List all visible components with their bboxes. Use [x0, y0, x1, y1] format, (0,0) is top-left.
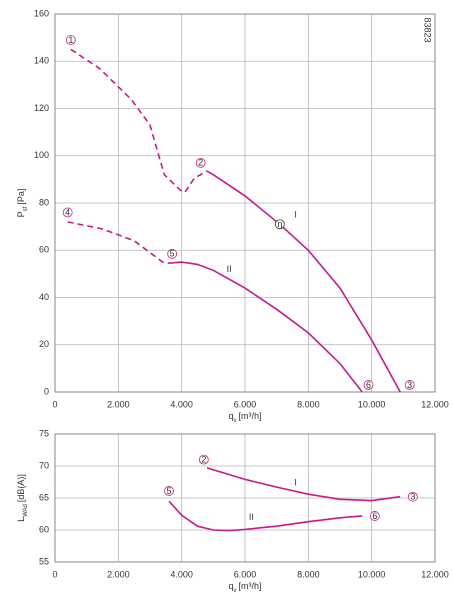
y-tick-label: 60 — [39, 524, 49, 534]
y-tick-label: 20 — [39, 339, 49, 349]
y-label-main: P — [16, 211, 26, 217]
x-tick-label: 10.000 — [358, 569, 386, 579]
y-label-main: L — [16, 517, 26, 522]
x-tick-label: 12.000 — [421, 399, 449, 409]
y-tick-label: 55 — [39, 556, 49, 566]
plot-frame — [54, 13, 436, 393]
annotation: 6 — [372, 511, 377, 521]
x-label-unit: [m³/h] — [239, 581, 262, 591]
x-tick-label: 2.000 — [107, 569, 130, 579]
x-tick-label: 6.000 — [234, 569, 257, 579]
x-tick-label: 0 — [52, 399, 57, 409]
drawing-number: 83823 — [423, 17, 433, 42]
y-label-sub: WAd — [23, 504, 29, 517]
marker-circle — [198, 454, 209, 465]
marker-circle — [195, 157, 206, 168]
y-label-unit: [Pa] — [16, 189, 26, 205]
annotation: 3 — [407, 380, 412, 390]
annotation: I — [294, 478, 297, 488]
marker-circle — [407, 491, 418, 502]
y-label-unit: [dB(A)] — [16, 474, 26, 502]
y-label-sub: sf — [23, 206, 29, 211]
x-tick-label: 8.000 — [297, 569, 320, 579]
x-tick-label: 6.000 — [234, 399, 257, 409]
x-label-unit: [m³/h] — [239, 411, 262, 421]
y-tick-label: 65 — [39, 492, 49, 502]
x-label-sub: v — [234, 588, 237, 594]
x-axis-label: qv [m³/h] — [228, 411, 261, 423]
annotation: 5 — [166, 486, 171, 496]
y-tick-label: 70 — [39, 460, 49, 470]
marker-circle — [369, 511, 380, 521]
annotation: 2 — [201, 454, 206, 464]
annotation: 3 — [410, 492, 415, 502]
marker-circle — [274, 219, 285, 230]
marker-circle — [164, 486, 174, 496]
annotation: 6 — [366, 380, 371, 390]
x-tick-label: 2.000 — [107, 399, 130, 409]
curve — [206, 467, 401, 502]
x-tick-label: 0 — [52, 569, 57, 579]
x-label-main: q — [228, 581, 233, 591]
marker-circle — [167, 248, 178, 259]
x-tick-label: 4.000 — [170, 569, 193, 579]
annotation: η — [277, 219, 282, 229]
plot-frame — [54, 433, 436, 563]
annotation: II — [227, 264, 232, 274]
y-tick-label: 140 — [34, 56, 49, 66]
y-tick-label: 75 — [39, 428, 49, 438]
annotation: 1 — [68, 35, 73, 45]
marker-circle — [65, 35, 76, 45]
annotation: II — [249, 512, 254, 522]
x-tick-label: 4.000 — [170, 399, 193, 409]
y-tick-label: 0 — [44, 386, 49, 396]
annotation: 5 — [170, 249, 175, 259]
y-tick-label: 60 — [39, 245, 49, 255]
curve — [168, 500, 363, 532]
curve — [168, 261, 363, 393]
annotation: 4 — [65, 207, 70, 217]
y-axis-label: Psf[Pa] — [16, 189, 28, 218]
chart: 0 20 40 60 80 100 120 140 160 0 2.000 4.000 6.000 8.0… — [16, 8, 448, 423]
x-tick-label: 10.000 — [358, 399, 386, 409]
y-axis-label: LWAd [dB(A)] — [16, 474, 28, 522]
x-label-sub: v — [234, 418, 237, 424]
marker-circle — [363, 380, 374, 390]
curve — [70, 48, 208, 194]
curve — [206, 170, 401, 393]
x-tick-label: 12.000 — [421, 569, 449, 579]
marker-circle — [404, 380, 415, 390]
y-tick-label: 120 — [34, 103, 49, 113]
x-axis-label: qv [m³/h] — [228, 581, 261, 593]
marker-circle — [62, 207, 73, 218]
y-tick-label: 160 — [34, 8, 49, 18]
y-tick-label: 80 — [39, 197, 49, 207]
annotation: 2 — [198, 158, 203, 168]
y-tick-label: 40 — [39, 292, 49, 302]
x-tick-label: 8.000 — [297, 399, 320, 409]
y-tick-label: 100 — [34, 150, 49, 160]
x-label-main: q — [228, 411, 233, 421]
annotation: I — [294, 210, 297, 220]
curve — [67, 221, 170, 264]
